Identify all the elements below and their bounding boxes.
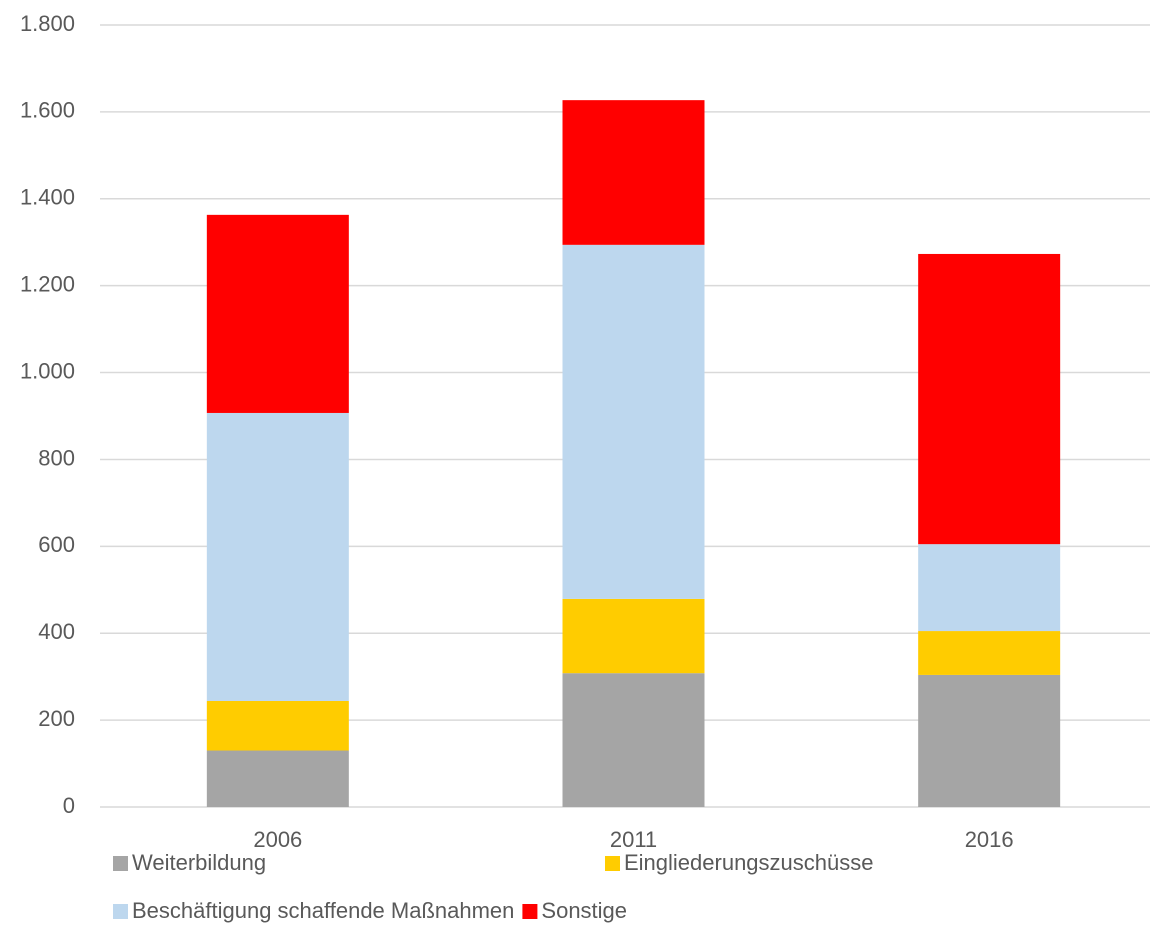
legend-swatch (522, 904, 538, 919)
y-tick-label: 200 (38, 706, 75, 731)
x-tick-label: 2016 (965, 827, 1014, 852)
legend-swatch (113, 904, 128, 919)
bar-segment (918, 674, 1061, 807)
bar-segment (206, 412, 349, 701)
bar-segment (206, 750, 349, 807)
bar-segment (206, 700, 349, 751)
y-tick-label: 400 (38, 619, 75, 644)
bar-segment (562, 598, 705, 674)
bar-segment (206, 214, 349, 413)
y-tick-label: 1.400 (20, 185, 75, 210)
legend-label: Sonstige (541, 898, 627, 923)
x-tick-label: 2006 (253, 827, 302, 852)
y-tick-label: 1.600 (20, 98, 75, 123)
bar-segment (562, 244, 705, 599)
y-tick-label: 1.000 (20, 358, 75, 383)
y-tick-label: 1.800 (20, 11, 75, 36)
legend-swatch (605, 856, 620, 871)
legend-label: Eingliederungszuschüsse (624, 850, 874, 875)
legend-swatch (113, 856, 128, 871)
y-tick-label: 1.200 (20, 271, 75, 296)
legend-label: Beschäftigung schaffende Maßnahmen (132, 898, 514, 923)
y-tick-label: 600 (38, 532, 75, 557)
bar-segment (562, 673, 705, 807)
y-tick-label: 800 (38, 445, 75, 470)
bar-segment (918, 544, 1061, 632)
bar-segment (918, 631, 1061, 675)
legend-label: Weiterbildung (132, 850, 266, 875)
bar-segment (918, 253, 1061, 545)
x-tick-label: 2011 (610, 827, 657, 852)
bar-segment (562, 100, 705, 245)
y-tick-label: 0 (63, 793, 75, 818)
